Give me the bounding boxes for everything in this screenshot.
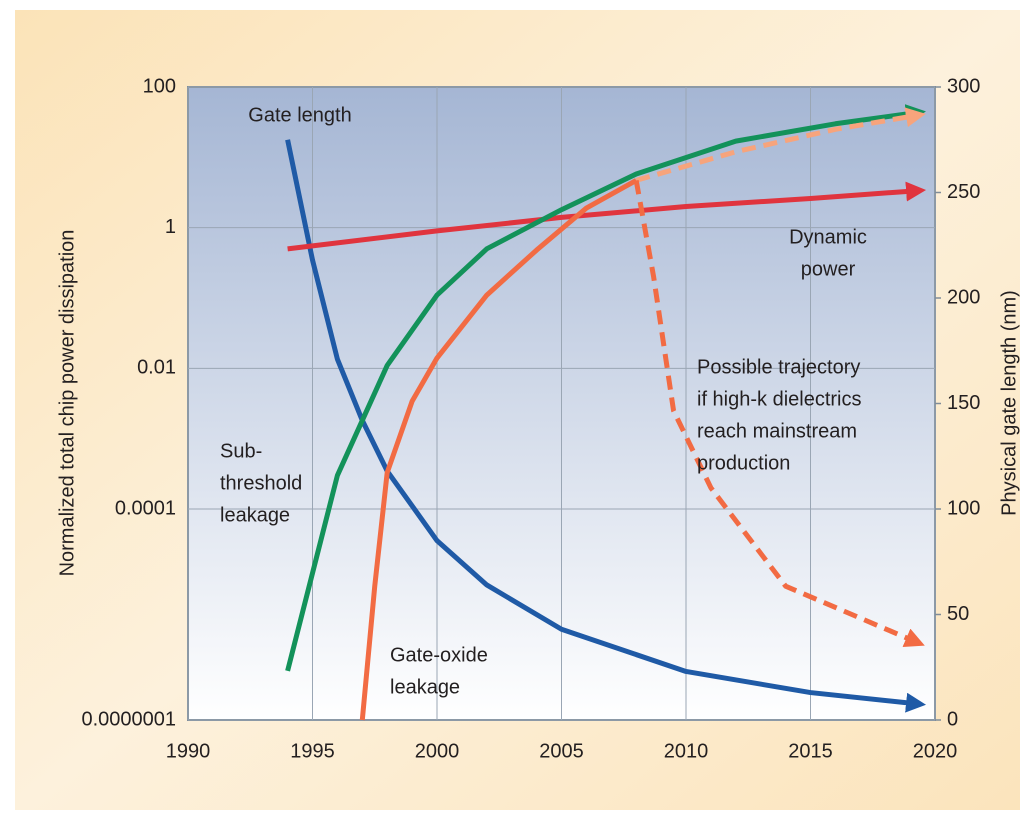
y-tick-label: 100 bbox=[143, 75, 176, 97]
curve-label: leakage bbox=[390, 676, 460, 698]
curve-label: Sub- bbox=[220, 440, 262, 462]
series-line bbox=[359, 178, 638, 721]
curve-label: reach mainstream bbox=[697, 420, 857, 442]
curve-label: production bbox=[697, 452, 790, 474]
x-tick-label: 1990 bbox=[166, 740, 211, 762]
curve-label: power bbox=[801, 258, 856, 280]
curve-label: if high-k dielectrics bbox=[697, 388, 862, 410]
y-tick-label: 0.0000001 bbox=[81, 708, 176, 730]
curve-label: leakage bbox=[220, 504, 290, 526]
curve-label: Gate length bbox=[248, 104, 351, 126]
series-line bbox=[635, 107, 926, 183]
y2-tick-label: 100 bbox=[947, 497, 980, 519]
x-tick-label: 2010 bbox=[664, 740, 709, 762]
series-line bbox=[633, 179, 925, 648]
y2-axis-label: Physical gate length (nm) bbox=[998, 290, 1020, 516]
y-tick-label: 0.0001 bbox=[115, 497, 176, 519]
curve-label: Dynamic bbox=[789, 226, 867, 248]
y-tick-label: 0.01 bbox=[137, 357, 176, 379]
y2-tick-label: 250 bbox=[947, 181, 980, 203]
x-tick-label: 2015 bbox=[788, 740, 833, 762]
y2-tick-label: 300 bbox=[947, 75, 980, 97]
y2-tick-label: 50 bbox=[947, 603, 969, 625]
y2-tick-label: 150 bbox=[947, 392, 980, 414]
y-tick-label: 1 bbox=[165, 216, 176, 238]
series-line bbox=[285, 139, 927, 713]
x-tick-label: 1995 bbox=[290, 740, 335, 762]
curve-label: Possible trajectory bbox=[697, 356, 860, 378]
curve-label: threshold bbox=[220, 472, 302, 494]
y2-tick-label: 0 bbox=[947, 708, 958, 730]
y2-tick-label: 200 bbox=[947, 286, 980, 308]
x-tick-label: 2000 bbox=[415, 740, 460, 762]
y-axis-label: Normalized total chip power dissipation bbox=[56, 230, 78, 577]
series-line bbox=[285, 104, 926, 672]
series-line bbox=[287, 181, 927, 252]
curve-label: Gate-oxide bbox=[390, 644, 488, 666]
x-tick-label: 2020 bbox=[913, 740, 958, 762]
x-tick-label: 2005 bbox=[539, 740, 584, 762]
